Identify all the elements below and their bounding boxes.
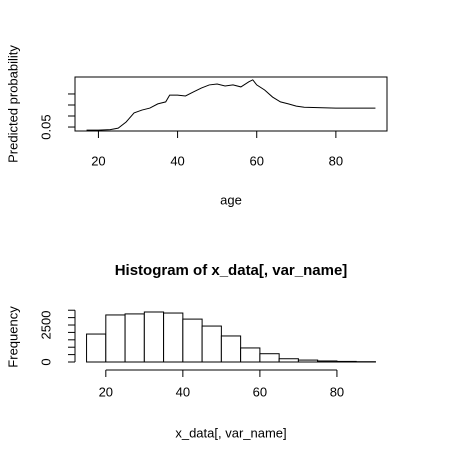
x-tick-label: 80 — [329, 153, 343, 168]
bar — [86, 333, 107, 363]
bar — [278, 358, 299, 363]
x-tick-label: 80 — [330, 384, 344, 399]
y-tick-label: 0.05 — [38, 114, 53, 139]
bar — [259, 353, 280, 363]
y-axis-label: Frequency — [5, 306, 20, 368]
y-tick-label: 0 — [38, 358, 53, 365]
x-axis-label: age — [220, 192, 242, 207]
y-tick-label: 2500 — [38, 311, 53, 340]
bar — [220, 335, 242, 363]
bar — [163, 312, 184, 363]
x-tick-label: 40 — [170, 153, 184, 168]
y-axis-label: Predicted probability — [5, 45, 20, 163]
bar — [317, 360, 338, 363]
bar — [201, 325, 222, 363]
x-axis-label: x_data[, var_name] — [175, 425, 286, 440]
x-tick-label: 20 — [91, 153, 105, 168]
x-tick-label: 20 — [99, 384, 113, 399]
chart-title: Histogram of x_data[, var_name] — [115, 262, 348, 279]
x-tick-label: 60 — [253, 384, 267, 399]
x-tick-label: 60 — [249, 153, 263, 168]
bar — [105, 314, 126, 363]
bar — [336, 360, 357, 363]
bar — [143, 311, 165, 363]
bar — [240, 347, 261, 363]
bar — [182, 318, 203, 363]
x-tick-label: 40 — [176, 384, 190, 399]
data-line — [86, 79, 376, 131]
bar — [297, 359, 319, 363]
bar — [124, 313, 145, 363]
